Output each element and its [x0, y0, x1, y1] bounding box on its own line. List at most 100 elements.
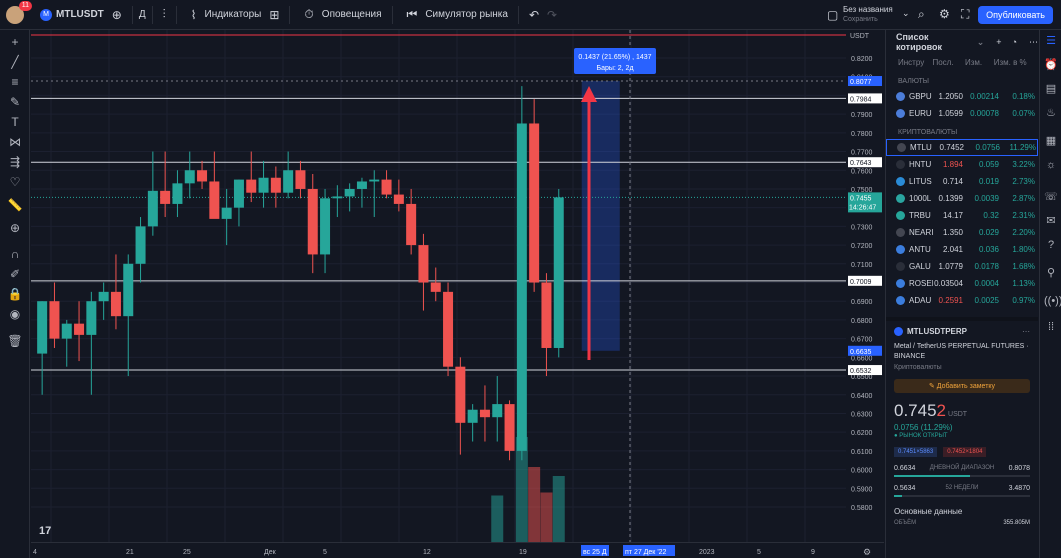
symbol-search-button[interactable]: MTLUSDT [56, 9, 104, 20]
clock-icon[interactable]: ◔ [1011, 37, 1017, 47]
row-last-price: 0.7452 [939, 143, 964, 152]
drawing-toolbar: + ╱ ≡ ✎ T ⋈ ⇶ ♡ 📏 ⊕ ∩ ✐ 🔒 ◉ 🗑 [0, 30, 30, 558]
watchlist-row[interactable]: GALU 1.0779 0.0178 1.68% [886, 258, 1038, 275]
redo-icon[interactable]: ↷ [547, 7, 558, 22]
watchlist-row[interactable]: GBPU 1.2050 0.00214 0.18% [886, 88, 1038, 105]
symbol-logo-icon [896, 228, 905, 237]
price-tick-label: 0.7900 [851, 112, 873, 119]
chat-icon[interactable]: ☏ [1044, 191, 1058, 203]
watchlist-row[interactable]: NEARI 1.350 0.029 2.20% [886, 224, 1038, 241]
col-change-pct[interactable]: Изм. в % [993, 58, 1027, 67]
gear-icon[interactable]: ⚙ [939, 7, 950, 21]
pattern-icon[interactable]: ⋈ [9, 135, 21, 149]
dots-grid-icon[interactable]: ⁞⁞ [1047, 321, 1055, 333]
pencil-lock-icon[interactable]: ✐ [9, 267, 21, 281]
time-axis[interactable]: 4 21 25 Дек 5 12 19 вс 25 Д пт 27 Дек '22 2023 5 9 ⚙ [31, 542, 884, 558]
row-change-pct: 2.20% [1012, 228, 1035, 237]
heart-icon[interactable]: ♡ [9, 175, 21, 189]
row-change-pct: 2.73% [1012, 177, 1035, 186]
watchlist-row[interactable]: ADAU 0.2591 0.0025 0.97% [886, 292, 1038, 309]
watchlist-row[interactable]: HNTU 1.894 0.059 3.22% [886, 156, 1038, 173]
magnet-icon[interactable]: ∩ [10, 247, 20, 261]
chevron-down-icon[interactable]: ⌄ [976, 36, 985, 47]
row-symbol: NEARI [909, 228, 933, 237]
eye-icon[interactable]: ◉ [9, 307, 21, 321]
brush-icon[interactable]: ✎ [9, 95, 21, 109]
more-icon[interactable]: ⋯ [1022, 327, 1030, 336]
row-change-pct: 0.18% [1012, 92, 1035, 101]
ruler-icon[interactable]: 📏 [7, 198, 23, 212]
help-icon[interactable]: ? [1047, 239, 1055, 251]
candle-body [246, 179, 257, 193]
volume-bar [540, 492, 553, 542]
indicators-button[interactable]: ⌇ Индикаторы [183, 8, 266, 22]
price-chart[interactable]: 0.1437 (21.65%) , 1437 Бары: 2, 2д 17 [31, 30, 846, 542]
zoom-icon[interactable]: ⊕ [9, 221, 21, 235]
watchlist-row[interactable]: EURU 1.0599 0.00078 0.07% [886, 105, 1038, 122]
symbol-logo-icon [896, 245, 905, 254]
row-symbol: ADAU [909, 296, 932, 305]
calendar-icon[interactable]: ▦ [1045, 135, 1057, 147]
indicators-label: Индикаторы [204, 9, 262, 20]
lock-icon[interactable]: 🔒 [7, 287, 23, 301]
watchlist-row[interactable]: LITUS 0.714 0.019 2.73% [886, 173, 1038, 190]
fullscreen-icon[interactable]: ⛶ [961, 7, 970, 21]
section-fx[interactable]: ВАЛЮТЫ [898, 78, 930, 85]
layout-square-icon[interactable]: ▢ [827, 8, 839, 22]
trash-icon[interactable]: 🗑 [7, 334, 23, 348]
col-change[interactable]: Изм. [965, 58, 983, 67]
interval-button[interactable]: Д [138, 9, 146, 20]
crosshair-icon[interactable]: + [11, 35, 19, 49]
symbol-logo-icon [896, 262, 905, 271]
symbol-logo-icon [896, 92, 905, 101]
chart-type-icon[interactable]: ⫶ [162, 7, 166, 21]
day-range-label: ДНЕВНОЙ ДИАПАЗОН [929, 465, 995, 471]
candle-body [307, 188, 318, 255]
alarm-clock-icon[interactable]: ⏰ [1044, 59, 1058, 71]
projection-icon[interactable]: ⇶ [9, 155, 21, 169]
fib-lines-icon[interactable]: ≡ [11, 75, 19, 89]
add-note-button[interactable]: ✎ Добавить заметку [894, 379, 1030, 393]
chart-canvas[interactable]: 0.1437 (21.65%) , 1437 Бары: 2, 2д 17 [31, 30, 846, 542]
watchlist-icon[interactable]: ☰ [1046, 35, 1056, 47]
notification-badge: 11 [18, 0, 32, 11]
pulse-icon[interactable]: ⚲ [1046, 267, 1056, 279]
alerts-button[interactable]: ⏱ Оповещения [296, 7, 385, 22]
hotlist-fire-icon[interactable]: ♨ [1046, 107, 1056, 119]
ideas-bulb-icon[interactable]: ☼ [1045, 159, 1057, 171]
details-symbol[interactable]: MTLUSDTPERP [907, 327, 967, 336]
watchlist-row[interactable]: ANTU 2.041 0.036 1.80% [886, 241, 1038, 258]
col-symbol[interactable]: Инстру [898, 58, 925, 67]
col-last[interactable]: Посл. [932, 58, 954, 67]
text-icon[interactable]: T [11, 115, 19, 129]
watchlist-row[interactable]: TRBU 14.17 0.32 2.31% [886, 207, 1038, 224]
publish-button[interactable]: Опубликовать [978, 6, 1053, 24]
undo-icon[interactable]: ↶ [528, 7, 540, 22]
data-window-icon[interactable]: ▤ [1045, 83, 1057, 95]
compare-plus-icon[interactable]: ⊕ [111, 7, 122, 22]
price-axis[interactable]: USDT0.82000.81000.80000.79000.78000.7700… [846, 30, 884, 542]
row-last-price: 0.2591 [938, 296, 963, 305]
add-symbol-icon[interactable]: + [996, 37, 1002, 47]
more-icon[interactable]: ⋯ [1029, 36, 1038, 47]
details-category[interactable]: Криптовалюты [894, 364, 942, 371]
watchlist-title[interactable]: Список котировок [896, 32, 943, 52]
row-last-price: 0.714 [942, 177, 963, 186]
watchlist-row[interactable]: MTLU 0.7452 0.0756 11.29% [886, 139, 1038, 156]
watchlist-row[interactable]: ROSEI 0.03504 0.0004 1.13% [886, 275, 1038, 292]
section-crypto[interactable]: КРИПТОВАЛЮТЫ [898, 129, 958, 136]
messages-icon[interactable]: ✉ [1046, 215, 1056, 227]
watchlist-row[interactable]: 1000L 0.1399 0.0039 2.87% [886, 190, 1038, 207]
divider [391, 5, 393, 24]
layout-name[interactable]: Без названия Сохранить [843, 5, 893, 25]
chevron-down-icon[interactable]: ⌄ [902, 8, 910, 18]
replay-button[interactable]: ⏮ Симулятор рынка [399, 7, 512, 22]
volume-label: ОБЪЁМ [894, 520, 917, 526]
candle-body [418, 245, 429, 283]
time-tick-label: пт 27 Дек '22 [625, 549, 667, 556]
user-avatar[interactable]: 11 [6, 0, 32, 24]
templates-grid-icon[interactable]: ⊞ [269, 7, 280, 22]
trend-line-icon[interactable]: ╱ [11, 55, 19, 69]
search-icon[interactable]: ⌕ [918, 7, 925, 21]
broadcast-icon[interactable]: ((•)) [1044, 295, 1061, 307]
